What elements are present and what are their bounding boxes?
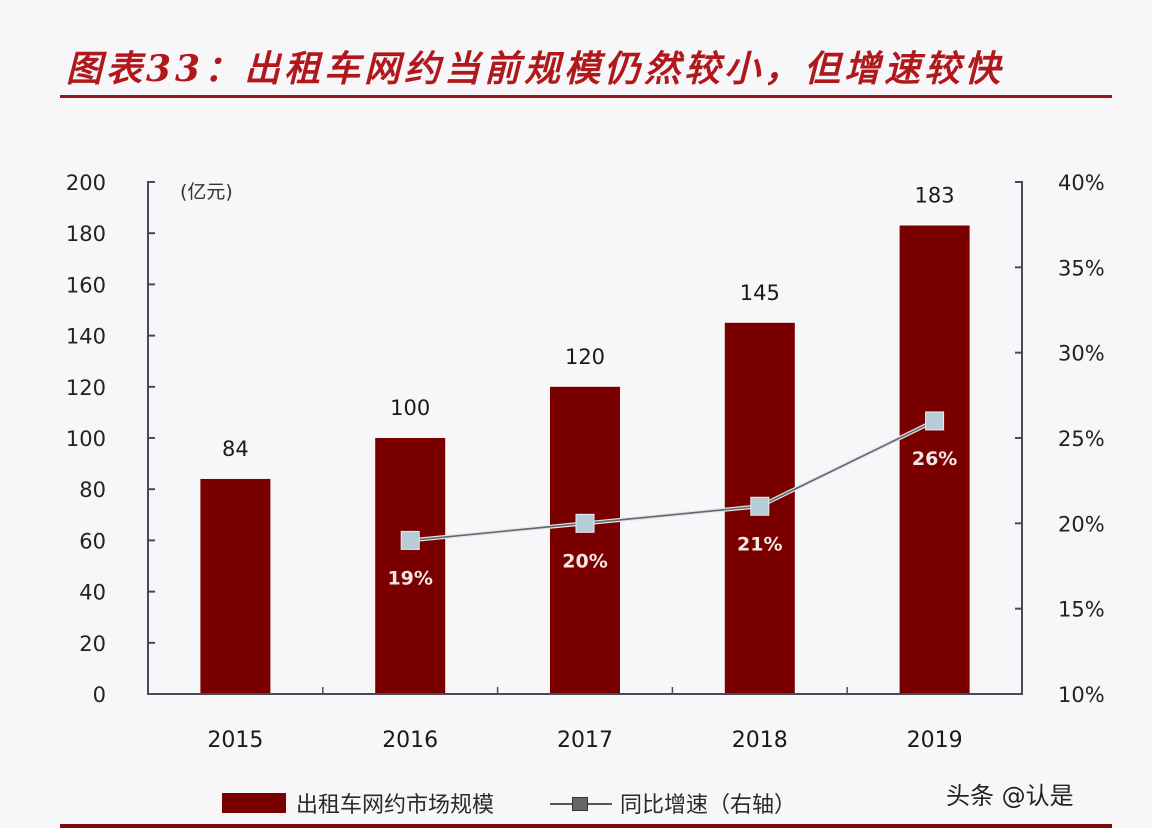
bottom-divider [60, 824, 1112, 828]
bar-value-label: 145 [740, 281, 780, 305]
bar [375, 438, 446, 693]
right-axis-tick-label: 40% [1058, 171, 1105, 195]
line-value-label: 19% [387, 567, 432, 589]
watermark: 头条 @认是 [946, 782, 1074, 810]
right-axis-tick-label: 25% [1058, 427, 1105, 451]
left-axis-tick-label: 0 [93, 683, 106, 707]
left-axis-tick-label: 200 [66, 171, 106, 195]
legend: 出租车网约市场规模 同比增速（右轴） [222, 788, 796, 818]
legend-line-label: 同比增速（右轴） [620, 793, 797, 818]
title-divider [60, 95, 1112, 98]
right-axis-tick-label: 20% [1058, 512, 1105, 536]
line-marker [400, 530, 420, 550]
left-axis-tick-label: 180 [66, 222, 106, 246]
right-y-axis: 10% 15% 20% 25% 30% 35% 40% [1015, 171, 1105, 707]
line-marker [575, 513, 595, 533]
bar [200, 478, 271, 693]
chart-title: 图表33：出租车网约当前规模仍然较小，但增速较快 [66, 48, 1005, 90]
legend-item-bar: 出租车网约市场规模 [222, 787, 494, 819]
left-axis-tick-label: 20 [79, 632, 106, 656]
line-series: 19% 20% 21% 26% [387, 411, 957, 589]
left-axis-tick-label: 40 [79, 581, 106, 605]
legend-line-marker-icon [550, 793, 613, 813]
right-axis-tick-label: 15% [1058, 598, 1105, 622]
left-axis-tick-label: 140 [66, 325, 106, 349]
bar [899, 225, 970, 693]
left-axis-tick-label: 80 [79, 478, 106, 502]
line-marker [925, 411, 945, 431]
legend-bar-swatch-icon [222, 793, 286, 813]
x-axis-category-label: 2019 [907, 728, 963, 753]
bar-value-label: 120 [565, 345, 605, 369]
x-axis-category-label: 2016 [382, 728, 438, 753]
y-axis-unit-label: (亿元) [180, 181, 233, 203]
left-axis-tick-label: 160 [66, 273, 106, 297]
legend-bar-label: 出租车网约市场规模 [296, 793, 495, 818]
left-y-axis: 0 20 40 60 80 100 120 140 160 180 200 [66, 171, 155, 707]
bar-value-label: 84 [222, 437, 249, 461]
left-axis-tick-label: 100 [66, 427, 106, 451]
bar-value-label: 183 [915, 184, 955, 208]
bar-series: 84 100 120 145 183 [200, 184, 970, 693]
x-axis-category-label: 2018 [732, 728, 788, 753]
bar [550, 386, 620, 693]
bar-value-label: 100 [390, 396, 430, 420]
right-axis-tick-label: 35% [1058, 256, 1105, 280]
left-axis-tick-label: 60 [79, 529, 106, 553]
line-marker [750, 496, 770, 516]
right-axis-tick-label: 10% [1058, 683, 1105, 707]
x-axis-category-label: 2017 [557, 728, 613, 753]
x-axis-category-label: 2015 [207, 728, 263, 753]
line-value-label: 20% [562, 550, 607, 572]
x-axis: 2015 2016 2017 2018 2019 [148, 687, 1022, 753]
line-value-label: 26% [912, 448, 957, 470]
legend-item-line: 同比增速（右轴） [494, 787, 796, 819]
right-axis-tick-label: 30% [1058, 342, 1105, 366]
left-axis-tick-label: 120 [66, 376, 106, 400]
line-value-label: 21% [737, 533, 782, 555]
